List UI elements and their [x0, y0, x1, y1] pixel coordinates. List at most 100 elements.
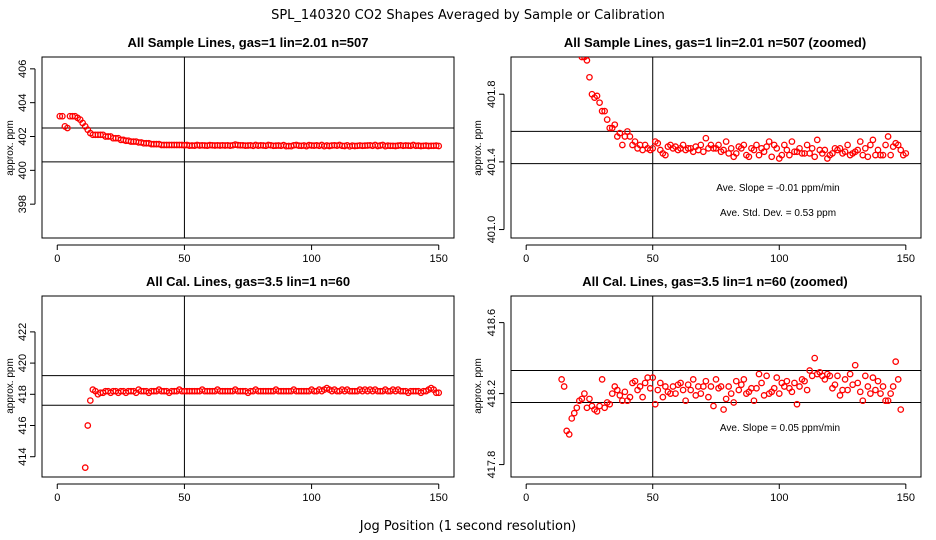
y-tick-label: 416 [17, 416, 29, 434]
data-point [829, 150, 836, 157]
data-point [710, 144, 717, 152]
data-point [730, 399, 738, 406]
data-point [836, 144, 844, 152]
panel-top-right-y-axis-label: approx. ppm [473, 120, 484, 176]
data-point [775, 390, 783, 397]
data-point [611, 121, 619, 129]
data-point [737, 381, 745, 389]
plot-frame [41, 295, 455, 478]
data-point [877, 151, 884, 159]
data-point [581, 390, 588, 397]
data-point [861, 372, 869, 380]
data-point [86, 397, 94, 404]
data-point [560, 383, 568, 390]
data-point [783, 377, 791, 385]
data-point [884, 397, 892, 405]
data-point [879, 383, 887, 390]
data-points [578, 57, 910, 162]
data-point [626, 133, 634, 140]
data-points [558, 354, 905, 438]
data-point [808, 144, 816, 152]
data-point [758, 379, 765, 387]
data-point [894, 141, 902, 149]
x-tick-label: 50 [178, 253, 190, 265]
data-point [750, 397, 758, 405]
data-point [606, 124, 614, 132]
data-point [851, 361, 859, 369]
data-point [435, 389, 443, 397]
data-point [432, 389, 440, 397]
data-point [803, 386, 811, 394]
data-point [649, 374, 657, 381]
data-point [753, 384, 760, 392]
data-point [735, 386, 743, 394]
data-point [882, 141, 889, 149]
data-point [715, 141, 722, 149]
data-point [621, 388, 629, 396]
data-point [598, 107, 606, 115]
y-tick-label: 417.8 [486, 451, 498, 479]
data-point [887, 390, 894, 397]
data-point [702, 134, 710, 142]
data-point [846, 370, 854, 378]
data-points [56, 112, 443, 150]
data-point [879, 151, 887, 159]
data-point [806, 150, 813, 157]
data-point [760, 148, 768, 156]
panel-bottom-right-slope-annotation: Ave. Slope = 0.05 ppm/min [720, 423, 840, 434]
data-point [811, 153, 819, 161]
data-point [717, 383, 725, 390]
data-point [786, 151, 793, 159]
data-point [710, 402, 717, 410]
data-point [626, 393, 634, 401]
data-point [732, 150, 740, 157]
data-point [864, 153, 872, 161]
x-tick-label: 0 [523, 253, 529, 265]
panel-top-left: All Sample Lines, gas=1 lin=2.01 n=507 a… [5, 35, 455, 265]
panel-top-left-title: All Sample Lines, gas=1 lin=2.01 n=507 [128, 35, 369, 50]
data-point [720, 146, 727, 154]
data-point [684, 381, 692, 389]
y-tick-label: 398 [17, 195, 29, 213]
panel-bottom-right-title: All Cal. Lines, gas=3.5 lin=1 n=60 (zoom… [582, 274, 848, 289]
data-point [672, 390, 679, 397]
data-point [897, 146, 905, 154]
data-point [894, 376, 902, 383]
data-point [856, 388, 864, 396]
data-point [796, 383, 803, 390]
data-point [631, 138, 639, 145]
data-point [662, 151, 669, 159]
x-tick-label: 100 [770, 492, 788, 504]
data-point [725, 150, 733, 157]
data-point [844, 386, 851, 394]
data-point [435, 142, 443, 150]
y-tick-label: 406 [17, 60, 29, 78]
y-tick-label: 401.0 [486, 216, 498, 244]
data-point [854, 146, 862, 154]
data-point [662, 383, 669, 390]
data-point [841, 148, 849, 156]
data-point [578, 57, 586, 61]
data-point [705, 393, 712, 401]
data-point [558, 376, 565, 383]
data-point [813, 136, 821, 144]
data-point [712, 376, 720, 383]
data-point [593, 407, 601, 415]
data-point [821, 376, 829, 383]
data-point [740, 141, 748, 149]
panel-top-right-slope-annotation: Ave. Slope = -0.01 ppm/min [716, 183, 840, 194]
data-point [649, 144, 657, 152]
data-point [619, 141, 626, 149]
data-point [872, 386, 879, 394]
data-point [603, 116, 611, 123]
x-tick-label: 150 [430, 253, 448, 265]
data-point [616, 129, 624, 137]
data-point [902, 150, 910, 157]
data-point [773, 374, 781, 381]
x-tick-label: 50 [178, 492, 190, 504]
data-point [689, 376, 697, 383]
x-tick-label: 150 [897, 492, 915, 504]
data-point [656, 379, 664, 387]
data-point [654, 386, 662, 394]
